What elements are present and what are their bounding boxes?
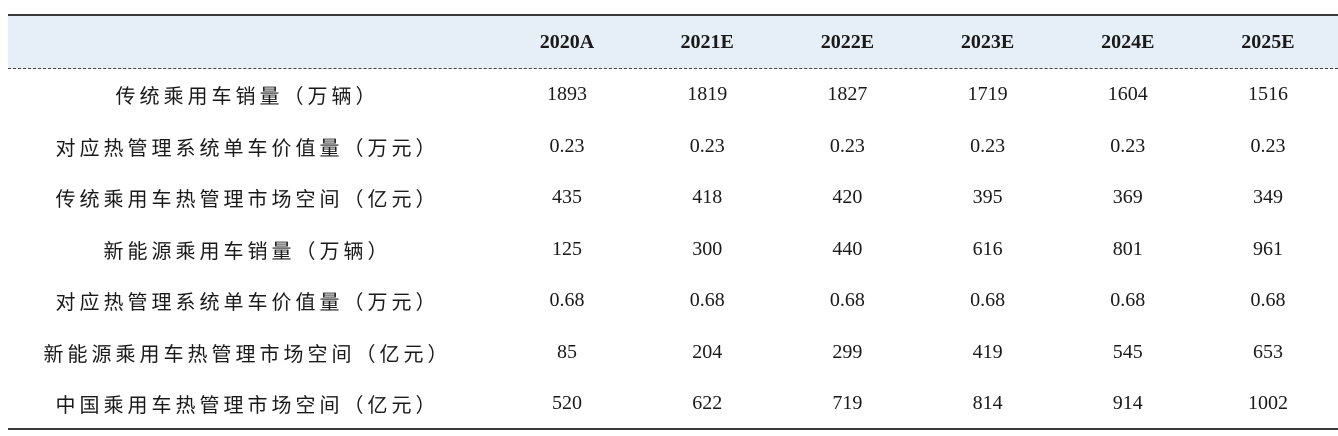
table-cell: 1604 bbox=[1107, 83, 1148, 106]
table-row: 新能源乘用车热管理市场空间（亿元） 85 204 299 419 545 653 bbox=[8, 327, 1338, 379]
table-cell: 801 bbox=[1112, 237, 1143, 260]
table-row: 新能源乘用车销量（万辆） 125 300 440 616 801 961 bbox=[8, 224, 1338, 276]
bottom-rule bbox=[8, 428, 1338, 430]
table-cell: 440 bbox=[832, 237, 863, 260]
row-label: 中国乘用车热管理市场空间（亿元） bbox=[55, 393, 440, 418]
table-cell: 0.23 bbox=[1110, 134, 1146, 157]
table-cell: 0.68 bbox=[1250, 289, 1286, 312]
table-cell: 814 bbox=[972, 392, 1003, 415]
table-row: 对应热管理系统单车价值量（万元） 0.68 0.68 0.68 0.68 0.6… bbox=[8, 275, 1338, 327]
table-cell: 420 bbox=[832, 186, 863, 209]
table-cell: 395 bbox=[972, 186, 1003, 209]
row-label: 对应热管理系统单车价值量（万元） bbox=[55, 135, 440, 160]
table-cell: 349 bbox=[1252, 186, 1283, 209]
table-cell: 0.23 bbox=[1250, 134, 1286, 157]
table-cell: 0.23 bbox=[689, 134, 725, 157]
header-cell-2024e: 2024E bbox=[1101, 30, 1155, 53]
table-cell: 1893 bbox=[547, 83, 587, 106]
table-cell: 653 bbox=[1252, 340, 1283, 363]
row-label: 传统乘用车销量（万辆） bbox=[115, 84, 380, 109]
table-header-row: 2020A 2021E 2022E 2023E 2024E 2025E bbox=[8, 16, 1338, 69]
header-cell-2023e: 2023E bbox=[960, 30, 1015, 53]
table-cell: 520 bbox=[552, 392, 582, 415]
table-cell: 369 bbox=[1112, 186, 1143, 209]
table-cell: 719 bbox=[832, 392, 863, 415]
row-label: 对应热管理系统单车价值量（万元） bbox=[55, 290, 440, 315]
table-cell: 0.23 bbox=[549, 134, 585, 157]
table-cell: 0.68 bbox=[970, 289, 1006, 312]
table-cell: 914 bbox=[1112, 392, 1143, 415]
row-label: 新能源乘用车销量（万辆） bbox=[103, 238, 392, 263]
table-cell: 622 bbox=[692, 392, 723, 415]
table-cell: 0.68 bbox=[1110, 289, 1146, 312]
table-cell: 1827 bbox=[827, 83, 868, 106]
table-row: 传统乘用车热管理市场空间（亿元） 435 418 420 395 369 349 bbox=[8, 172, 1338, 224]
table-cell: 299 bbox=[832, 340, 863, 363]
table-cell: 616 bbox=[972, 237, 1003, 260]
header-cell-2021e: 2021E bbox=[680, 30, 734, 53]
table-cell: 300 bbox=[692, 237, 723, 260]
table-cell: 419 bbox=[972, 340, 1003, 363]
header-cell-2020a: 2020A bbox=[539, 30, 595, 53]
table-cell: 0.23 bbox=[829, 134, 865, 157]
table-cell: 204 bbox=[692, 340, 723, 363]
table-row: 中国乘用车热管理市场空间（亿元） 520 622 719 814 914 100… bbox=[8, 378, 1338, 430]
table-cell: 0.68 bbox=[829, 289, 865, 312]
table-cell: 1002 bbox=[1247, 392, 1288, 415]
table-cell: 0.68 bbox=[689, 289, 725, 312]
table-cell: 85 bbox=[557, 340, 577, 363]
top-rule bbox=[8, 14, 1338, 16]
header-cell-2025e: 2025E bbox=[1241, 30, 1295, 53]
table-cell: 125 bbox=[552, 237, 582, 260]
table-cell: 0.68 bbox=[549, 289, 585, 312]
header-cell-2022e: 2022E bbox=[820, 30, 875, 53]
table-cell: 435 bbox=[552, 186, 582, 209]
table-cell: 545 bbox=[1112, 340, 1143, 363]
table-cell: 1516 bbox=[1247, 83, 1288, 106]
table-cell: 418 bbox=[692, 186, 723, 209]
table-row: 对应热管理系统单车价值量（万元） 0.23 0.23 0.23 0.23 0.2… bbox=[8, 121, 1338, 173]
table-cell: 1819 bbox=[687, 83, 728, 106]
table-row: 传统乘用车销量（万辆） 1893 1819 1827 1719 1604 151… bbox=[8, 69, 1338, 121]
row-label: 新能源乘用车热管理市场空间（亿元） bbox=[43, 341, 452, 366]
data-table: 2020A 2021E 2022E 2023E 2024E 2025E 传统乘用… bbox=[8, 14, 1338, 430]
row-label: 传统乘用车热管理市场空间（亿元） bbox=[55, 187, 440, 212]
table-cell: 0.23 bbox=[970, 134, 1006, 157]
table-cell: 1719 bbox=[967, 83, 1008, 106]
table-cell: 961 bbox=[1252, 237, 1283, 260]
